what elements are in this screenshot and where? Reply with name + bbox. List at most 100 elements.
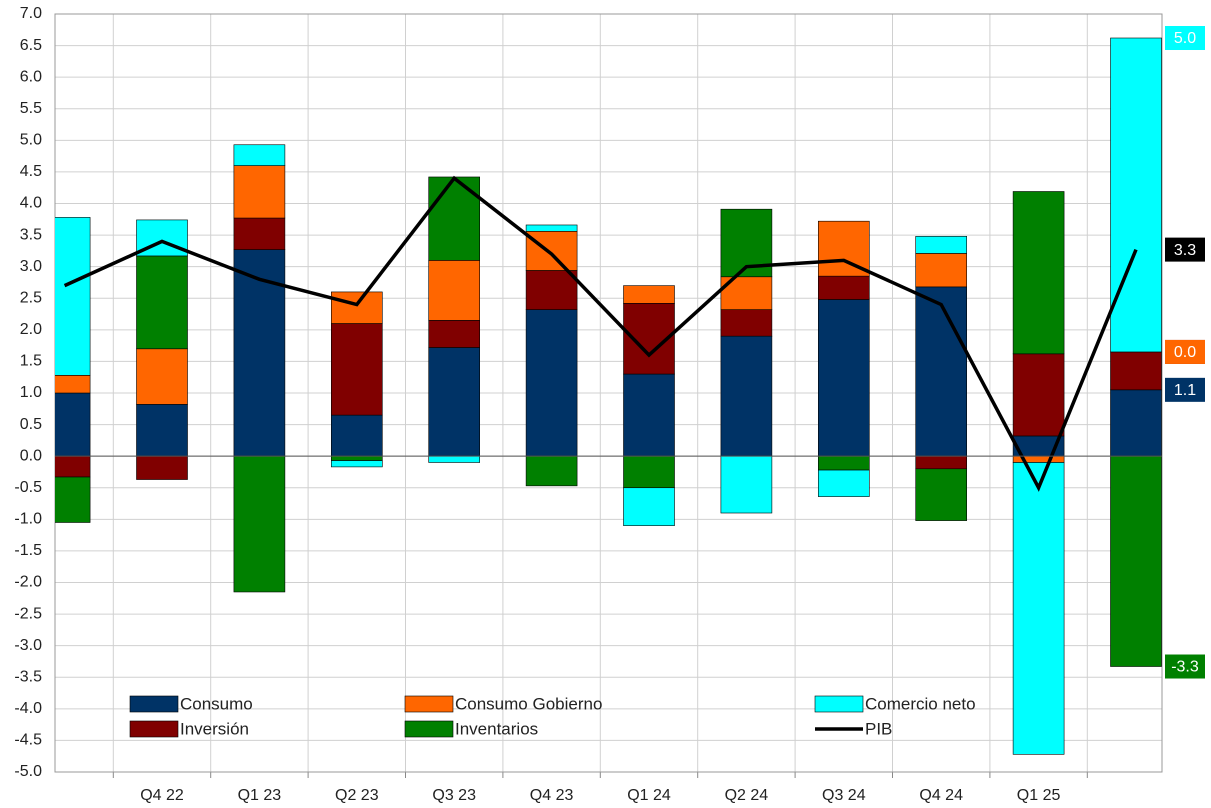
legend-label: Comercio neto — [865, 694, 976, 713]
y-tick-label: 2.0 — [20, 321, 42, 338]
legend-swatch — [404, 695, 454, 713]
bar-segment — [525, 224, 578, 232]
y-tick-label: 3.0 — [20, 258, 42, 275]
bar-segment — [720, 309, 773, 337]
bar-segment — [525, 270, 578, 310]
legend-swatch — [129, 720, 179, 738]
bar-segment — [136, 348, 188, 405]
bar-segment — [817, 455, 870, 471]
legend-swatch — [129, 695, 179, 713]
x-tick-label: Q4 22 — [140, 787, 184, 804]
y-tick-label: -3.0 — [14, 637, 42, 654]
bar-segment — [330, 414, 383, 457]
y-tick-label: -1.5 — [14, 542, 42, 559]
legend-label: Consumo — [180, 694, 253, 713]
x-tick-label: Q3 23 — [432, 787, 476, 804]
y-tick-label: -2.0 — [14, 574, 42, 591]
bar-segment — [915, 236, 968, 254]
x-tick-label: Q4 23 — [530, 787, 574, 804]
bar-segment — [330, 455, 383, 461]
y-tick-label: 2.5 — [20, 289, 42, 306]
bar-segment — [623, 455, 675, 489]
bar-segment — [428, 260, 481, 321]
bar-segment — [428, 176, 481, 261]
bar-segment — [428, 347, 481, 457]
bar-segment — [1110, 455, 1162, 667]
y-tick-label: 6.0 — [20, 68, 42, 85]
value-label-box — [1165, 654, 1205, 679]
y-tick-label: 7.0 — [20, 5, 42, 22]
bar-segment — [1110, 37, 1162, 353]
y-tick-label: -2.5 — [14, 605, 42, 622]
bar-segment — [428, 455, 481, 463]
y-tick-label: 0.5 — [20, 416, 42, 433]
y-tick-label: -5.0 — [14, 763, 42, 780]
bar-segment — [817, 275, 870, 300]
bar-segment — [233, 165, 286, 219]
bar-segment — [55, 392, 91, 457]
legend-swatch — [814, 695, 864, 713]
y-tick-label: 5.0 — [20, 132, 42, 149]
y-tick-label: 4.5 — [20, 163, 42, 180]
value-label: 0.0 — [1174, 344, 1196, 361]
bar-segment — [330, 460, 383, 468]
bar-segment — [720, 455, 773, 514]
line-series — [63, 175, 1138, 492]
y-tick-label: -3.5 — [14, 668, 42, 685]
legend-label: Inventarios — [455, 719, 538, 738]
x-tick-label: Q1 23 — [238, 787, 282, 804]
value-label-box — [1165, 377, 1205, 402]
bar-segment — [55, 375, 91, 394]
x-tick-label: Q1 25 — [1017, 787, 1061, 804]
bar-segment — [55, 455, 91, 478]
legend-swatch — [404, 720, 454, 738]
bar-segment — [915, 253, 968, 288]
bar-segment — [915, 455, 968, 470]
y-tick-label: 5.5 — [20, 100, 42, 117]
bar-segment — [915, 468, 968, 521]
bar-segment — [720, 276, 773, 310]
bar-segment — [525, 230, 578, 271]
bar-segment — [233, 144, 286, 166]
y-tick-label: 0.0 — [20, 447, 42, 464]
bar-segment — [525, 455, 578, 487]
value-label: 3.3 — [1174, 242, 1196, 259]
bar-segment — [623, 285, 675, 304]
x-tick-label: Q2 23 — [335, 787, 379, 804]
y-tick-label: 6.5 — [20, 37, 42, 54]
value-label: 5.0 — [1174, 30, 1196, 47]
bar-segment — [136, 404, 188, 457]
y-tick-label: 1.0 — [20, 384, 42, 401]
bar-segment — [623, 487, 675, 526]
bar-segment — [623, 373, 675, 457]
bar-segment — [525, 309, 578, 457]
y-tick-label: 1.5 — [20, 353, 42, 370]
value-label: -3.3 — [1171, 659, 1199, 676]
bar-segment — [1012, 353, 1065, 437]
y-tick-label: -0.5 — [14, 479, 42, 496]
y-tick-label: -1.0 — [14, 511, 42, 528]
grid: -5.0 -4.5 -4.0 -3.5 -3.0 -2.5 -2.0 -1.5 -1.0 -0.5… — [14, 5, 1163, 804]
bar-segment — [915, 286, 968, 457]
bar-segment — [55, 476, 91, 523]
bar-segment — [1012, 191, 1065, 355]
x-tick-label: Q4 24 — [919, 787, 963, 804]
x-tick-label: Q3 24 — [822, 787, 866, 804]
x-tick-label: Q1 24 — [627, 787, 671, 804]
bar-segment — [330, 323, 383, 416]
bar-segment — [233, 217, 286, 250]
bar-segment — [1012, 462, 1065, 755]
bar-segment — [817, 299, 870, 457]
bar-segment — [136, 455, 188, 480]
legend-label: PIB — [865, 719, 892, 738]
overlay: 1.10.60.0-3.35.03.3ConsumoInversiónConsu… — [55, 26, 1205, 738]
bar-segment — [233, 455, 286, 593]
legend-label: Inversión — [180, 719, 249, 738]
y-tick-label: 3.5 — [20, 226, 42, 243]
value-label-box — [1165, 339, 1205, 364]
bar-segment — [55, 217, 91, 376]
bar-segment — [720, 335, 773, 457]
y-tick-label: 4.0 — [20, 195, 42, 212]
bar-segment — [136, 255, 188, 350]
